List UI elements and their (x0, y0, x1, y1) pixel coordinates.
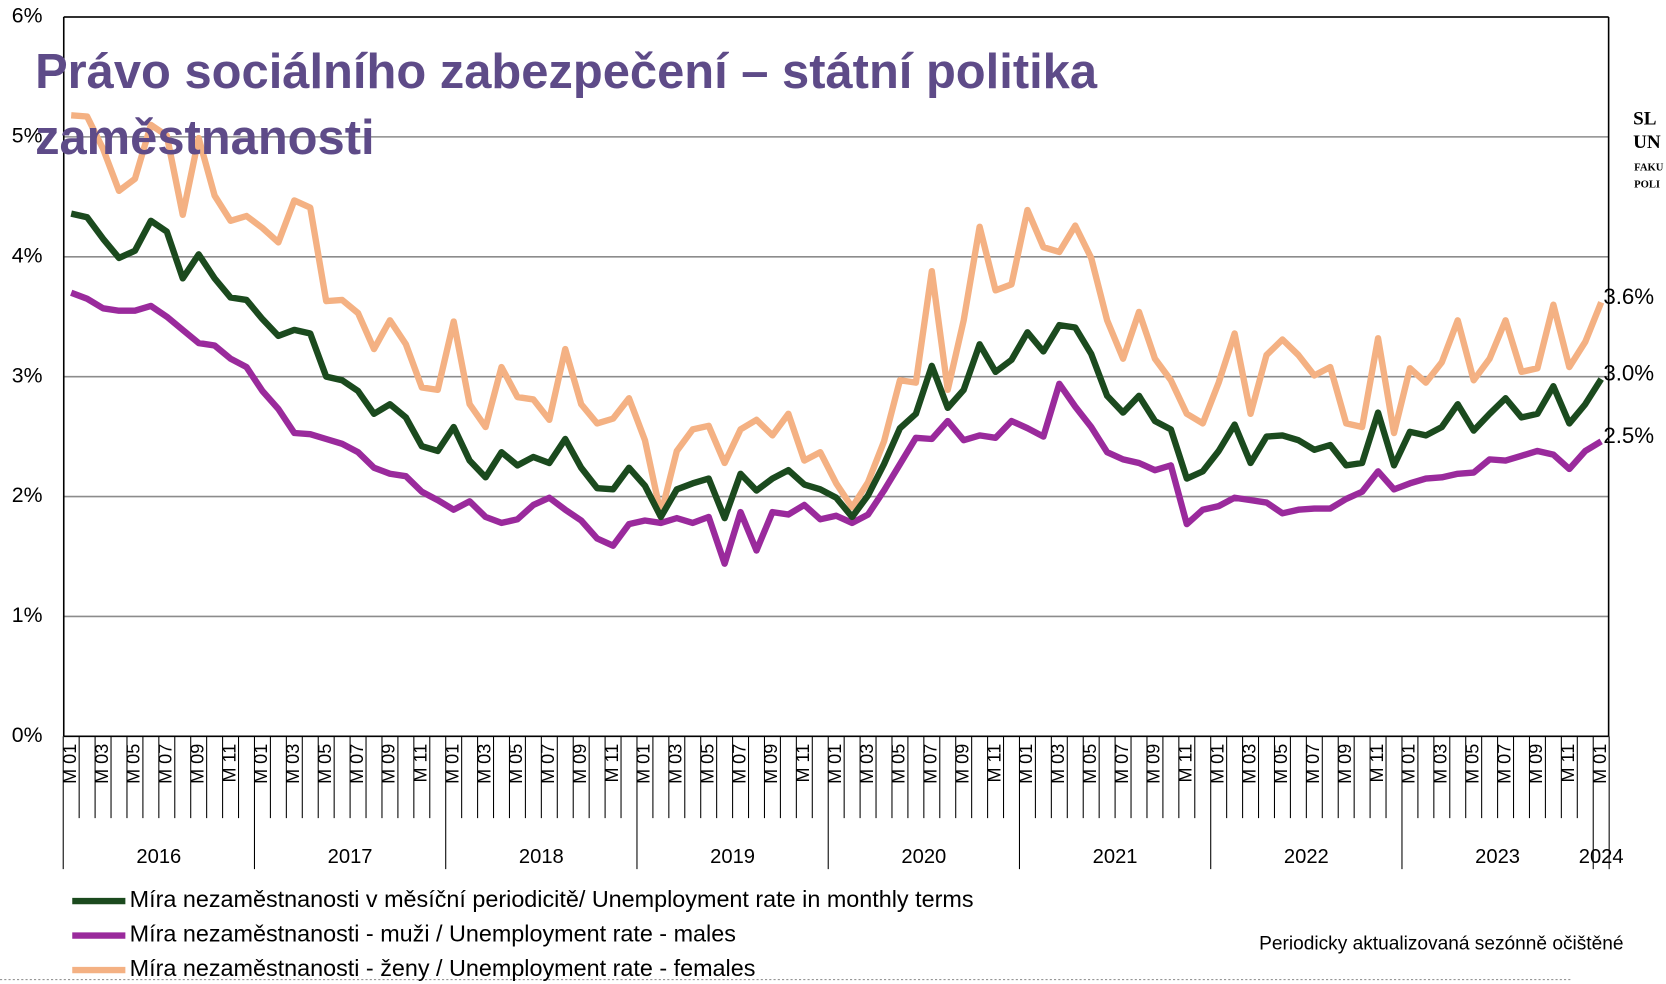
x-tick-label: M 01 (1399, 744, 1419, 784)
x-tick-label: M 09 (1526, 744, 1546, 784)
x-tick-label: M 09 (187, 744, 207, 784)
x-tick-label: M 05 (315, 744, 335, 784)
series-line (70, 112, 1605, 518)
x-tick-label: M 05 (1080, 744, 1100, 784)
year-label: 2016 (136, 846, 181, 868)
y-tick-label: 1% (12, 603, 43, 627)
x-tick-label: M 01 (825, 744, 845, 784)
legend-label: Míra nezaměstnanosti - muži / Unemployme… (130, 921, 736, 947)
note: Periodicky aktualizovaná sezónně očištěn… (1259, 934, 1623, 955)
year-label: 2018 (519, 846, 564, 868)
year-label: 2021 (1093, 846, 1138, 868)
x-tick-label: M 09 (761, 744, 781, 784)
x-tick-label: M 09 (1144, 744, 1164, 784)
y-tick-label: 4% (12, 243, 43, 267)
x-tick-label: M 07 (1303, 744, 1323, 784)
year-label: 2024 (1579, 846, 1624, 868)
x-tick-label: M 07 (1494, 744, 1514, 784)
x-tick-label: M 09 (952, 744, 972, 784)
x-tick-label: M 05 (1462, 744, 1482, 784)
year-label: 2020 (901, 846, 946, 868)
x-tick-label: M 07 (347, 744, 367, 784)
x-tick-label: M 05 (124, 744, 144, 784)
value-label: 2.5% (1603, 423, 1654, 448)
year-label: 2022 (1284, 846, 1329, 868)
x-tick-label: M 01 (1590, 744, 1610, 784)
year-label: 2017 (328, 846, 373, 868)
x-tick-label: M 09 (570, 744, 590, 784)
x-tick-label: M 05 (889, 744, 909, 784)
x-tick-label: M 01 (251, 744, 271, 784)
x-tick-label: M 01 (1207, 744, 1227, 784)
x-tick-label: M 11 (793, 744, 813, 783)
x-tick-label: M 11 (411, 744, 431, 783)
x-tick-label: M 07 (921, 744, 941, 784)
x-tick-label: M 11 (1367, 744, 1387, 783)
x-tick-label: M 05 (506, 744, 526, 784)
slide-title: Právo sociálního zabezpečení – státní po… (35, 43, 1098, 165)
x-tick-label: M 09 (379, 744, 399, 784)
y-tick-label: 6% (12, 4, 43, 28)
x-tick-label: M 01 (60, 744, 80, 784)
logo-text: UN (1633, 132, 1661, 153)
x-tick-label: M 01 (634, 744, 654, 784)
x-tick-label: M 11 (1558, 744, 1578, 783)
x-tick-label: M 07 (156, 744, 176, 784)
series-line (70, 210, 1604, 522)
legend-label: Míra nezaměstnanosti v měsíční periodici… (130, 886, 974, 912)
x-tick-label: M 03 (1431, 744, 1451, 784)
x-tick-label: M 01 (442, 744, 462, 784)
x-tick-label: M 03 (1048, 744, 1068, 784)
x-tick-label: M 11 (1176, 744, 1196, 783)
y-tick-label: 2% (12, 483, 43, 507)
legend-label: Míra nezaměstnanosti - ženy / Unemployme… (130, 955, 756, 981)
x-tick-label: M 11 (219, 744, 239, 783)
x-tick-label: M 11 (602, 744, 622, 783)
logo-text: POLI (1634, 179, 1660, 190)
x-tick-label: M 03 (666, 744, 686, 784)
x-tick-label: M 03 (1239, 744, 1259, 784)
x-tick-label: M 11 (984, 744, 1004, 783)
x-tick-label: M 05 (697, 744, 717, 784)
value-label: 3.6% (1603, 284, 1654, 309)
logo-text: SL (1633, 108, 1656, 129)
y-tick-label: 0% (12, 723, 43, 747)
logo-text: FAKU (1634, 162, 1664, 173)
x-tick-label: M 03 (857, 744, 877, 784)
year-label: 2023 (1475, 846, 1520, 868)
series-line (70, 289, 1603, 567)
year-label: 2019 (710, 846, 755, 868)
y-tick-label: 3% (12, 363, 43, 387)
value-label: 3.0% (1603, 361, 1654, 386)
x-tick-label: M 07 (538, 744, 558, 784)
x-tick-label: M 03 (474, 744, 494, 784)
x-tick-label: M 09 (1335, 744, 1355, 784)
x-tick-label: M 07 (729, 744, 749, 784)
x-tick-label: M 01 (1016, 744, 1036, 784)
x-tick-label: M 03 (283, 744, 303, 784)
x-tick-label: M 03 (92, 744, 112, 784)
x-tick-label: M 05 (1271, 744, 1291, 784)
y-tick-label: 5% (12, 123, 43, 147)
x-tick-label: M 07 (1112, 744, 1132, 784)
